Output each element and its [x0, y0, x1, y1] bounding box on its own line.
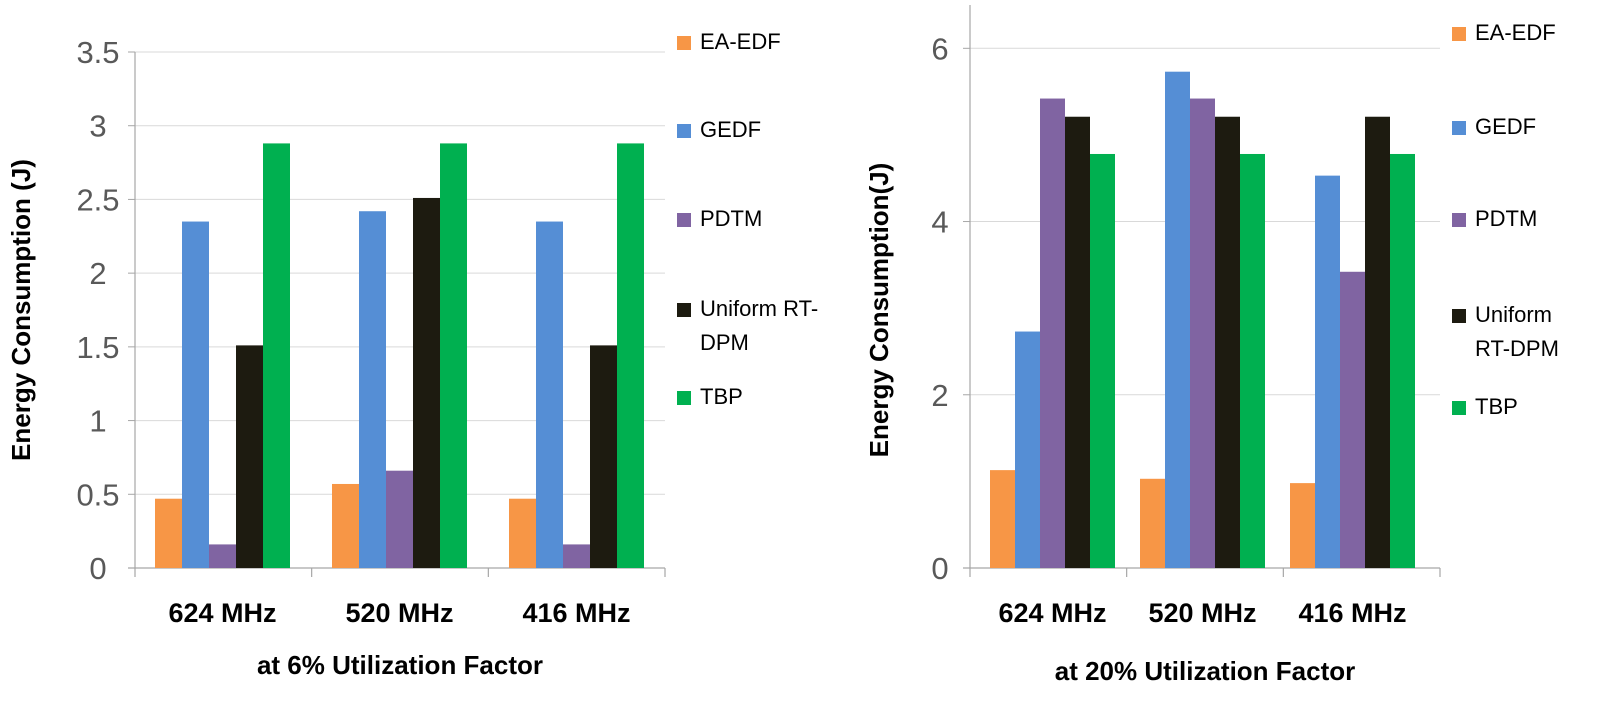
- x-axis-title: at 6% Utilization Factor: [257, 650, 543, 680]
- bar-gedf-624-mhz: [182, 221, 209, 569]
- legend-label-line: EA-EDF: [1475, 20, 1556, 45]
- legend-label: EA-EDF: [1475, 20, 1556, 45]
- bar-ea-edf-520-mhz: [332, 483, 359, 568]
- bar-pdtm-520-mhz: [1190, 98, 1215, 568]
- y-tick-label: 1: [89, 404, 106, 439]
- legend-label: EA-EDF: [700, 29, 781, 54]
- y-tick-label: 2: [931, 378, 948, 413]
- legend-label: Uniform RT- DPM: [700, 296, 818, 355]
- bar-tbp-624-mhz: [263, 143, 290, 569]
- bar-pdtm-624-mhz: [1040, 98, 1065, 568]
- x-category-label: 520 MHz: [1148, 598, 1256, 628]
- bar-pdtm-624-mhz: [209, 544, 236, 568]
- legend-swatch: [677, 213, 691, 227]
- legend: EA-EDF GEDF PDTM Uniform RT-DPM TBP: [1452, 20, 1559, 419]
- bar-tbp-416-mhz: [1390, 153, 1415, 568]
- y-tick-label: 1.5: [76, 330, 119, 365]
- legend-label-line: PDTM: [700, 206, 762, 231]
- legend-swatch: [677, 124, 691, 138]
- legend-label-line: PDTM: [1475, 206, 1537, 231]
- bar-gedf-520-mhz: [359, 211, 386, 569]
- y-tick-label: 4: [931, 205, 948, 240]
- legend-swatch: [677, 36, 691, 50]
- legend-label-line: Uniform RT-: [700, 296, 818, 321]
- legend-label-line: GEDF: [1475, 114, 1536, 139]
- legend-label-line: Uniform: [1475, 302, 1552, 327]
- legend-swatch: [1452, 309, 1466, 323]
- legend-swatch: [1452, 213, 1466, 227]
- legend-label: PDTM: [1475, 206, 1537, 231]
- y-tick-label: 6: [931, 31, 948, 66]
- y-axis-title: Energy Consumption (J): [6, 159, 36, 461]
- bar-tbp-520-mhz: [440, 143, 467, 569]
- legend-label: TBP: [1475, 394, 1518, 419]
- bar-uniform-rt-dpm-520-mhz: [1215, 116, 1240, 568]
- legend-label: GEDF: [700, 117, 761, 142]
- bar-ea-edf-416-mhz: [509, 498, 536, 568]
- legend-swatch: [1452, 27, 1466, 41]
- bar-ea-edf-520-mhz: [1140, 478, 1165, 568]
- bar-uniform-rt-dpm-520-mhz: [413, 197, 440, 568]
- y-tick-label: 3: [89, 109, 106, 144]
- bar-pdtm-416-mhz: [563, 544, 590, 568]
- bar-gedf-416-mhz: [1315, 175, 1340, 568]
- x-category-label: 520 MHz: [345, 598, 453, 628]
- bar-gedf-624-mhz: [1015, 331, 1040, 568]
- legend-label-line: DPM: [700, 330, 749, 355]
- y-tick-label: 0.5: [76, 477, 119, 512]
- legend-swatch: [1452, 401, 1466, 415]
- legend-swatch: [677, 391, 691, 405]
- legend-label-line: GEDF: [700, 117, 761, 142]
- y-axis-title: Energy Consumption(J): [864, 163, 894, 458]
- x-category-label: 624 MHz: [168, 598, 276, 628]
- chart-1: 0 0.5 1 1.5 2 2.5 3 3.5 624 MHz 520 MHz 416 MHz at …: [6, 29, 818, 680]
- bar-uniform-rt-dpm-624-mhz: [1065, 116, 1090, 568]
- legend-label: TBP: [700, 384, 743, 409]
- bar-tbp-416-mhz: [617, 143, 644, 569]
- legend-label: PDTM: [700, 206, 762, 231]
- legend-label-line: RT-DPM: [1475, 336, 1559, 361]
- y-tick-label: 0: [931, 551, 948, 586]
- x-category-label: 416 MHz: [522, 598, 630, 628]
- chart-2: 0 2 4 6 624 MHz 520 MHz 416 MHz at 20% Utilizat…: [864, 5, 1559, 686]
- y-tick-label: 0: [89, 551, 106, 586]
- bar-tbp-520-mhz: [1240, 153, 1265, 568]
- legend: EA-EDF GEDF PDTM Uniform RT- DPM TBP: [677, 29, 818, 409]
- y-tick-label: 3.5: [76, 35, 119, 70]
- x-axis-title: at 20% Utilization Factor: [1055, 656, 1356, 686]
- legend-label-line: TBP: [1475, 394, 1518, 419]
- y-tick-label: 2: [89, 256, 106, 291]
- bar-ea-edf-416-mhz: [1290, 483, 1315, 568]
- y-tick-label: 2.5: [76, 182, 119, 217]
- bar-ea-edf-624-mhz: [155, 498, 182, 568]
- bar-uniform-rt-dpm-416-mhz: [590, 345, 617, 568]
- x-category-label: 416 MHz: [1298, 598, 1406, 628]
- legend-label-line: EA-EDF: [700, 29, 781, 54]
- bar-tbp-624-mhz: [1090, 153, 1115, 568]
- bar-pdtm-520-mhz: [386, 470, 413, 568]
- bar-uniform-rt-dpm-624-mhz: [236, 345, 263, 568]
- bar-uniform-rt-dpm-416-mhz: [1365, 116, 1390, 568]
- legend-label: Uniform RT-DPM: [1475, 302, 1559, 361]
- legend-swatch: [1452, 121, 1466, 135]
- bar-gedf-520-mhz: [1165, 71, 1190, 568]
- x-category-label: 624 MHz: [998, 598, 1106, 628]
- legend-label: GEDF: [1475, 114, 1536, 139]
- bar-ea-edf-624-mhz: [990, 470, 1015, 568]
- legend-swatch: [677, 303, 691, 317]
- legend-label-line: TBP: [700, 384, 743, 409]
- bar-gedf-416-mhz: [536, 221, 563, 569]
- bar-pdtm-416-mhz: [1340, 271, 1365, 568]
